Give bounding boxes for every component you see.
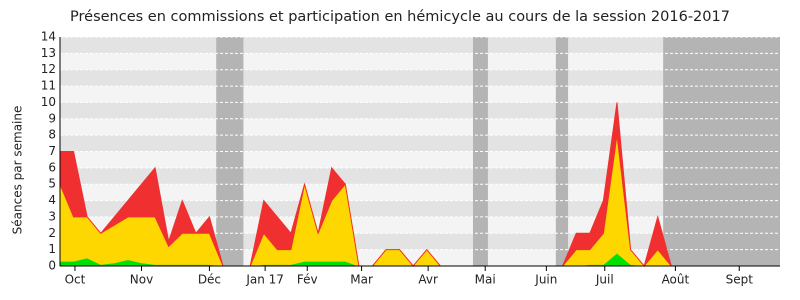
- x-tick-label: Avr: [418, 273, 438, 287]
- x-tick-label: Jan 17: [245, 273, 284, 287]
- x-tick-label: Sept: [726, 273, 754, 287]
- y-tick-label: 0: [48, 259, 56, 273]
- x-tick-label: Mar: [350, 273, 373, 287]
- x-tick-label: Fév: [297, 273, 318, 287]
- y-axis-label: Séances par semaine: [11, 106, 25, 235]
- y-tick-label: 13: [41, 46, 56, 60]
- y-tick-label: 6: [48, 160, 56, 174]
- x-tick-label: Déc: [198, 273, 221, 287]
- y-tick-label: 10: [41, 95, 56, 109]
- x-tick-label: Mai: [475, 273, 496, 287]
- y-tick-label: 2: [48, 226, 56, 240]
- y-tick-label: 9: [48, 111, 56, 125]
- y-tick-label: 12: [41, 62, 56, 76]
- y-tick-label: 7: [48, 144, 56, 158]
- x-tick-label: Oct: [65, 273, 86, 287]
- x-tick-label: Juil: [595, 273, 614, 287]
- y-tick-label: 11: [41, 79, 56, 93]
- x-tick-label: Août: [662, 273, 690, 287]
- chart-title: Présences en commissions et participatio…: [70, 9, 730, 25]
- y-tick-label: 1: [48, 242, 56, 256]
- y-tick-label: 4: [48, 193, 56, 207]
- y-tick-label: 3: [48, 209, 56, 223]
- y-tick-label: 8: [48, 128, 56, 142]
- x-tick-label: Juin: [534, 273, 557, 287]
- y-tick-label: 14: [41, 30, 56, 44]
- x-tick-label: Nov: [130, 273, 153, 287]
- y-tick-label: 5: [48, 177, 56, 191]
